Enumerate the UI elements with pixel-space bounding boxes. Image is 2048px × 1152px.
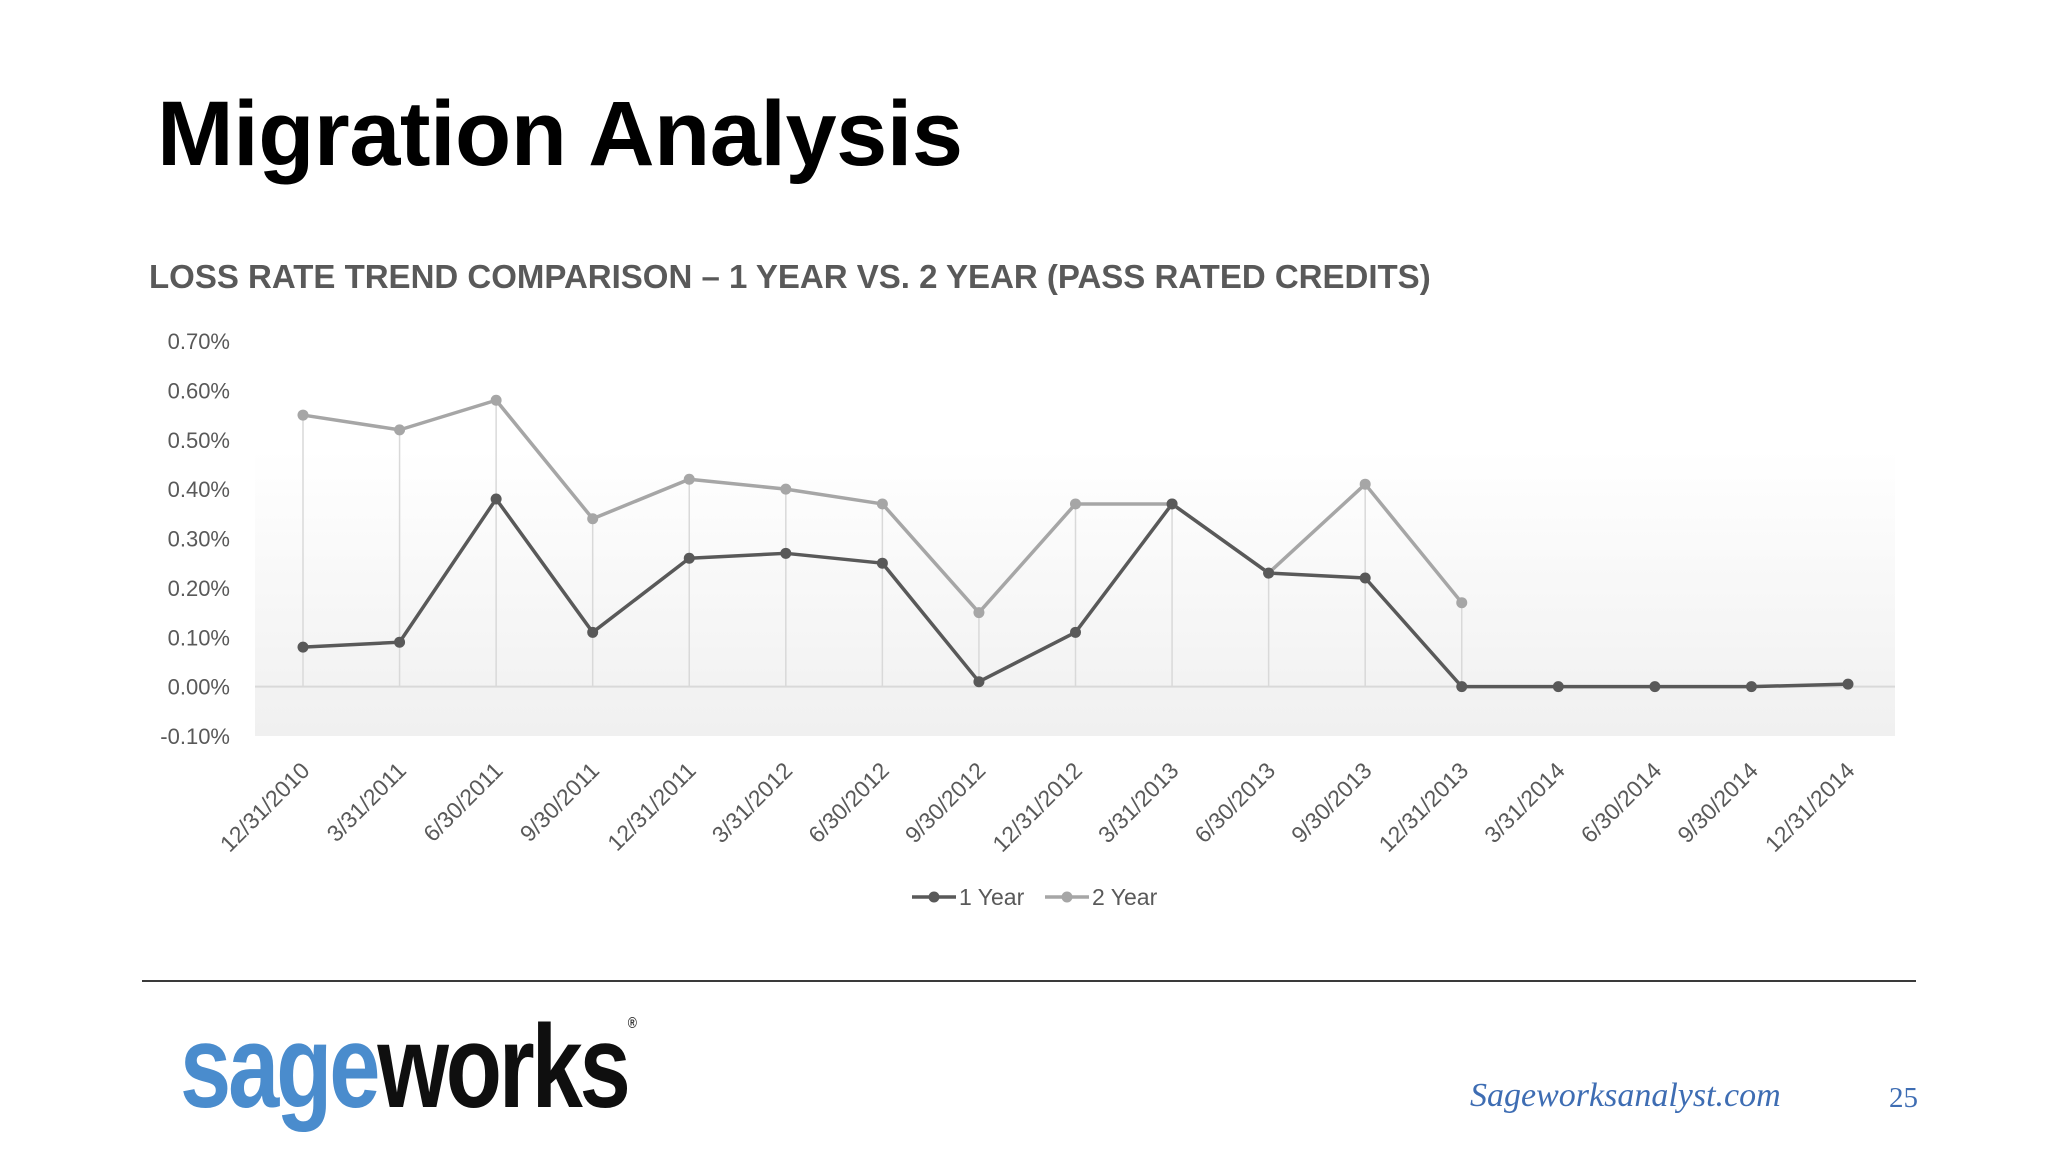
y-tick-label: 0.20%: [168, 576, 230, 601]
data-point-2-year: [876, 498, 888, 510]
x-tick-label: 9/30/2012: [900, 757, 991, 848]
data-point-2-year: [780, 483, 792, 495]
y-tick-label: 0.50%: [168, 428, 230, 453]
x-tick-label: 12/31/2012: [987, 757, 1087, 857]
legend-item-2-year: 2 Year: [1045, 884, 1158, 910]
x-tick-label: 6/30/2012: [803, 757, 894, 848]
data-point-2-year: [1456, 597, 1468, 609]
footer-divider: [142, 980, 1916, 982]
data-point-1-year: [1745, 681, 1757, 693]
data-point-1-year: [490, 493, 502, 505]
x-tick-label: 9/30/2013: [1286, 757, 1377, 848]
legend-label: 2 Year: [1092, 884, 1158, 910]
x-tick-label: 6/30/2013: [1189, 757, 1280, 848]
slide-title: Migration Analysis: [157, 83, 963, 185]
y-tick-label: 0.00%: [168, 675, 230, 700]
data-point-1-year: [587, 626, 599, 638]
chart-title: LOSS RATE TREND COMPARISON – 1 YEAR VS. …: [149, 258, 1431, 295]
legend-label: 1 Year: [959, 884, 1025, 910]
data-point-1-year: [1842, 678, 1854, 690]
x-tick-label: 3/31/2012: [707, 757, 798, 848]
y-tick-label: 0.10%: [168, 625, 230, 650]
x-tick-label: 9/30/2014: [1672, 757, 1763, 848]
y-tick-label: -0.10%: [160, 724, 230, 749]
x-tick-label: 12/31/2010: [215, 757, 315, 857]
data-point-1-year: [297, 641, 309, 653]
data-point-1-year: [1070, 626, 1081, 638]
legend-marker: [1061, 891, 1073, 903]
logo-sage-text: sage: [180, 1001, 380, 1133]
x-tick-label: 6/30/2011: [418, 757, 508, 847]
data-point-2-year: [297, 409, 309, 421]
y-tick-label: 0.40%: [168, 477, 230, 502]
data-point-2-year: [394, 424, 406, 436]
loss-rate-line-chart: 0.70% 0.60% 0.50% 0.40% 0.30% 0.20% 0.10% 0.00%…: [160, 329, 1895, 910]
data-point-1-year: [683, 552, 695, 564]
data-point-2-year: [973, 607, 985, 619]
data-point-1-year: [1649, 681, 1661, 693]
x-tick-label: 3/31/2014: [1479, 757, 1570, 848]
data-point-1-year: [876, 557, 888, 569]
logo-works-text: works: [377, 1001, 631, 1133]
data-point-2-year: [1070, 498, 1081, 510]
x-tick-label: 12/31/2011: [602, 757, 701, 856]
footer-website: Sageworksanalyst.com: [1470, 1077, 1781, 1114]
data-point-2-year: [1359, 478, 1371, 490]
data-point-1-year: [1166, 498, 1178, 510]
y-tick-label: 0.60%: [168, 378, 230, 403]
y-tick-label: 0.30%: [168, 527, 230, 552]
data-point-1-year: [780, 547, 792, 559]
data-point-2-year: [587, 513, 599, 525]
x-tick-label: 3/31/2013: [1093, 757, 1184, 848]
x-tick-label: 12/31/2013: [1373, 757, 1473, 857]
data-point-2-year: [683, 473, 695, 485]
logo-registered-mark: ®: [627, 1015, 637, 1032]
legend-marker: [928, 891, 940, 903]
y-tick-label: 0.70%: [168, 329, 230, 354]
data-point-1-year: [1263, 567, 1275, 579]
x-tick-label: 12/31/2014: [1760, 757, 1860, 857]
x-tick-label: 3/31/2011: [322, 757, 412, 847]
data-point-1-year: [1456, 681, 1468, 693]
data-point-2-year: [490, 394, 502, 406]
data-point-1-year: [1552, 681, 1564, 693]
x-tick-label: 9/30/2011: [515, 757, 605, 847]
data-point-1-year: [1359, 572, 1371, 584]
x-tick-label: 6/30/2014: [1576, 757, 1667, 848]
sageworks-logo: sageworks®: [180, 1008, 637, 1126]
data-point-1-year: [394, 636, 406, 648]
legend-item-1-year: 1 Year: [912, 884, 1025, 910]
data-point-1-year: [973, 676, 985, 688]
page-number: 25: [1889, 1082, 1918, 1114]
